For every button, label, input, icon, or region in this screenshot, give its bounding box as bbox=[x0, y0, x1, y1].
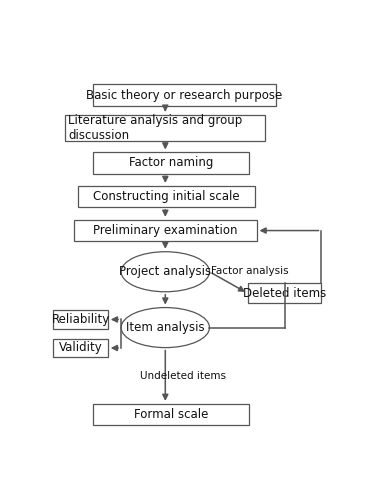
FancyBboxPatch shape bbox=[65, 114, 265, 141]
Text: Constructing initial scale: Constructing initial scale bbox=[93, 190, 240, 203]
Text: Formal scale: Formal scale bbox=[134, 408, 208, 421]
Ellipse shape bbox=[121, 252, 209, 292]
FancyBboxPatch shape bbox=[78, 186, 255, 207]
FancyBboxPatch shape bbox=[53, 338, 108, 357]
Text: Validity: Validity bbox=[59, 342, 103, 354]
Text: Basic theory or research purpose: Basic theory or research purpose bbox=[86, 88, 283, 102]
Text: Literature analysis and group
discussion: Literature analysis and group discussion bbox=[68, 114, 242, 142]
FancyBboxPatch shape bbox=[93, 152, 249, 174]
FancyBboxPatch shape bbox=[53, 310, 108, 328]
Ellipse shape bbox=[121, 308, 209, 348]
Text: Project analysis: Project analysis bbox=[119, 265, 211, 278]
FancyBboxPatch shape bbox=[93, 84, 276, 106]
Text: Factor naming: Factor naming bbox=[129, 156, 214, 170]
Text: Item analysis: Item analysis bbox=[126, 321, 204, 334]
Text: Undeleted items: Undeleted items bbox=[140, 370, 226, 380]
Text: Reliability: Reliability bbox=[52, 313, 110, 326]
Text: Deleted items: Deleted items bbox=[243, 287, 326, 300]
FancyBboxPatch shape bbox=[74, 220, 256, 241]
FancyBboxPatch shape bbox=[248, 284, 321, 304]
Text: Preliminary examination: Preliminary examination bbox=[93, 224, 238, 237]
Text: Factor analysis: Factor analysis bbox=[211, 266, 288, 276]
FancyBboxPatch shape bbox=[93, 404, 249, 425]
